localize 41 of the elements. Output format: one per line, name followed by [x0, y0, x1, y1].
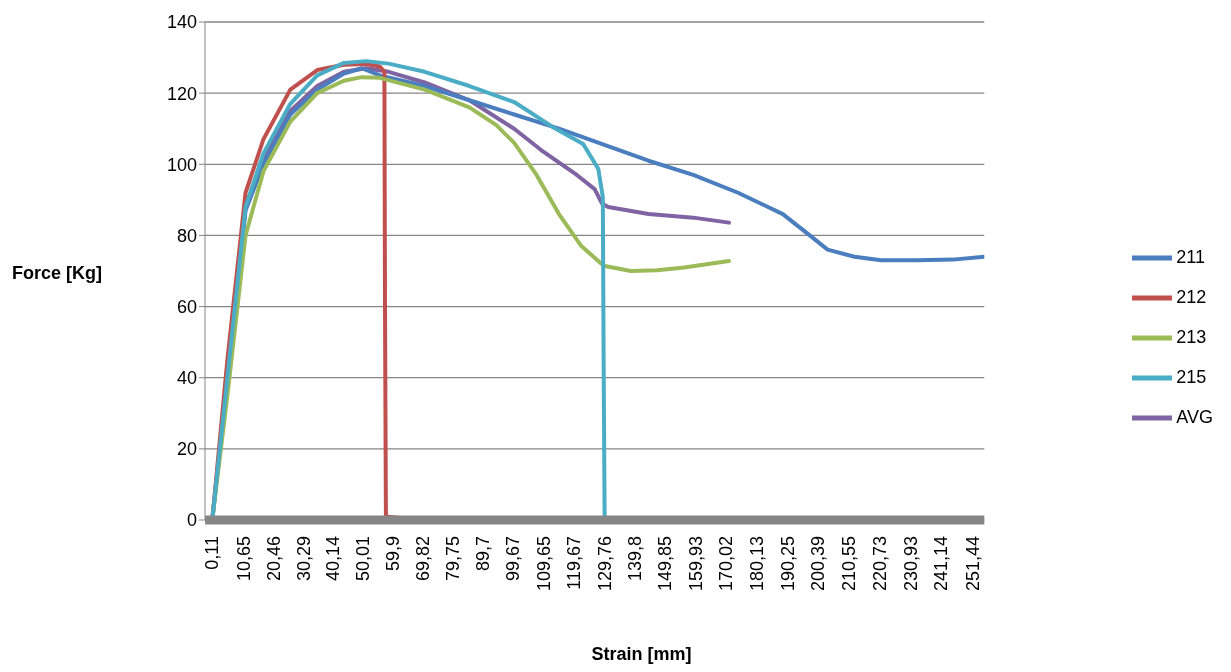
y-tick-label: 20	[176, 439, 197, 460]
x-tick-label: 200,39	[808, 536, 829, 592]
y-tick-label: 0	[186, 510, 197, 531]
x-tick-label: 119,67	[563, 536, 584, 590]
legend-label: AVG	[1176, 406, 1213, 427]
x-tick-label: 230,93	[900, 536, 921, 592]
x-tick-label: 99,67	[503, 536, 524, 582]
x-tick-label: 149,85	[655, 536, 676, 592]
legend-label: 213	[1176, 326, 1207, 347]
x-tick-label: 159,93	[685, 536, 706, 592]
x-tick-label: 139,8	[624, 536, 645, 582]
x-axis-title: Strain [mm]	[590, 644, 693, 665]
x-tick-label: 129,76	[594, 536, 615, 592]
legend-label: 211	[1176, 246, 1206, 267]
x-tick-label: 89,7	[473, 536, 494, 572]
x-tick-label: 20,46	[263, 536, 284, 582]
x-tick-label: 0,11	[202, 536, 223, 570]
x-tick-label: 79,75	[443, 536, 464, 582]
x-tick-label: 109,65	[533, 536, 554, 592]
x-tick-label: 170,02	[716, 536, 737, 592]
x-tick-label: 40,14	[323, 536, 344, 582]
y-tick-label: 140	[166, 12, 197, 33]
x-tick-label: 10,65	[234, 536, 255, 582]
y-tick-label: 60	[176, 296, 197, 317]
x-tick-label: 220,73	[869, 536, 890, 592]
legend-label: 215	[1176, 366, 1207, 387]
x-tick-label: 190,25	[777, 536, 798, 592]
x-tick-label: 241,14	[931, 536, 952, 592]
x-tick-label: 59,9	[383, 536, 404, 572]
x-tick-label: 30,29	[293, 536, 314, 582]
y-tick-label: 80	[176, 225, 197, 246]
x-tick-label: 180,13	[746, 536, 767, 592]
legend-label: 212	[1176, 286, 1207, 307]
x-tick-label: 210,55	[838, 536, 859, 592]
x-tick-label: 251,44	[962, 536, 983, 592]
x-tick-label: 69,82	[413, 536, 434, 582]
x-tick-label: 50,01	[353, 536, 374, 582]
y-tick-label: 120	[166, 83, 197, 104]
y-axis-title: Force [Kg]	[12, 263, 102, 284]
y-tick-label: 40	[176, 368, 197, 389]
y-tick-label: 100	[166, 154, 197, 175]
